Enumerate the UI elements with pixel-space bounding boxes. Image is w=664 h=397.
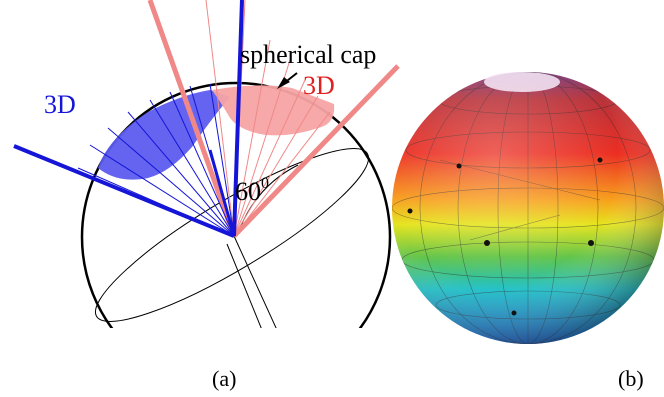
- spherical-cap-label: spherical cap: [240, 40, 376, 69]
- blue-thick-rays: [13, 0, 244, 238]
- caption-b: (b): [618, 366, 644, 391]
- red-thin-rays: [205, 0, 331, 237]
- angle-value: 60: [235, 177, 261, 206]
- equator-ellipse: [94, 148, 370, 322]
- panel-a-diagram: [13, 0, 400, 328]
- panel-b-colored-sphere: [392, 72, 664, 344]
- axis-line-1: [233, 235, 277, 328]
- cap-annotation-arrow: [277, 72, 298, 89]
- red-spherical-cap: [212, 85, 335, 136]
- angle-label: 600: [235, 175, 269, 206]
- blue-3d-label: 3D: [44, 90, 76, 119]
- sphere-outline: [80, 81, 392, 328]
- mesh-nodes: [407, 157, 603, 316]
- sphere-shading: [392, 72, 664, 344]
- blue-short-ray: [208, 149, 236, 237]
- blue-spherical-cap: [98, 90, 230, 180]
- caption-a: (a): [212, 366, 236, 391]
- angle-degree: 0: [261, 175, 269, 192]
- axis-line-2: [226, 243, 262, 328]
- red-thick-rays: [147, 0, 400, 238]
- red-3d-label: 3D: [303, 71, 335, 100]
